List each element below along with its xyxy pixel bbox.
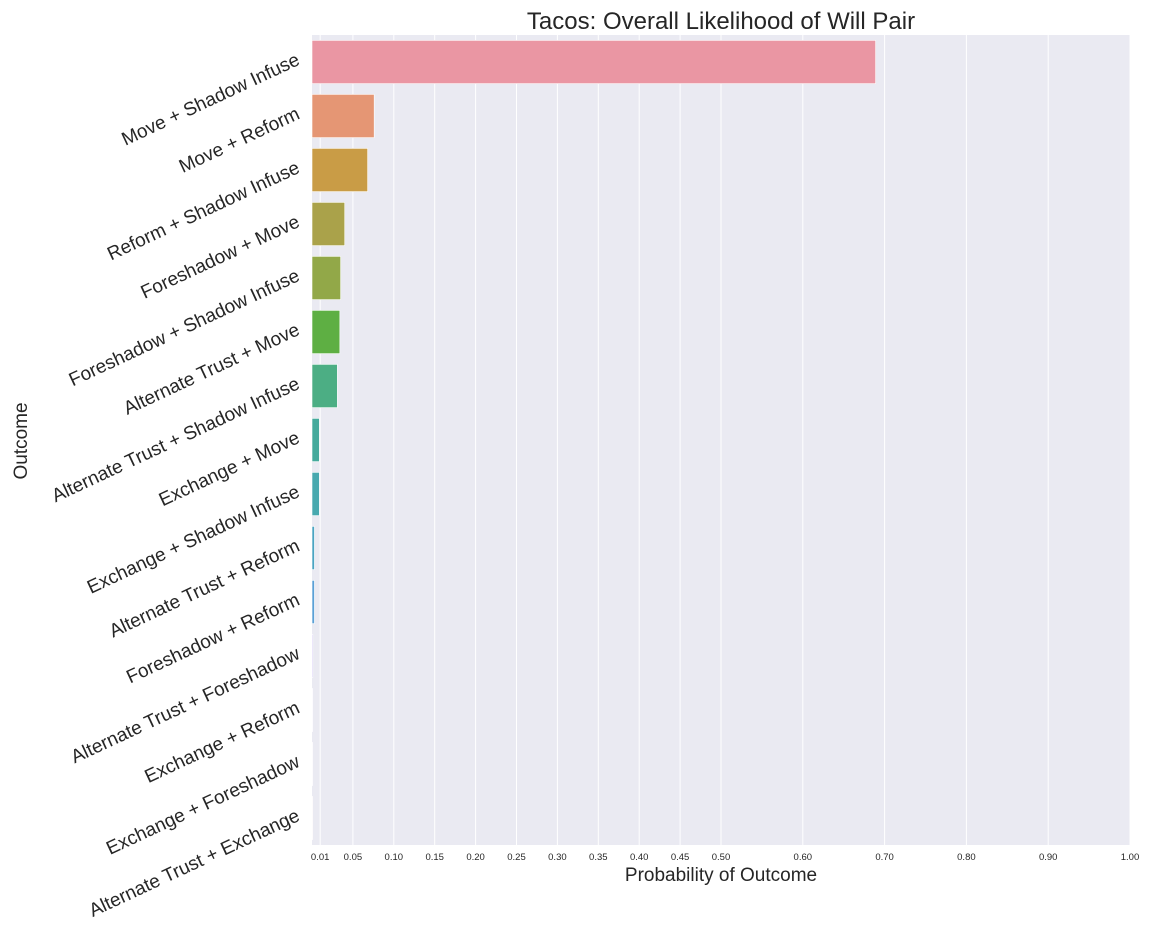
bar: [311, 256, 341, 300]
x-tick-label: 0.50: [712, 852, 731, 863]
category-label: Exchange + Shadow Infuse: [84, 481, 303, 598]
bar: [311, 94, 375, 138]
x-tick-label: 0.45: [671, 852, 690, 863]
x-tick-label: 1.00: [1121, 852, 1140, 863]
x-tick-label: 0.15: [425, 852, 444, 863]
bar: [311, 418, 320, 462]
x-tick-label: 0.35: [589, 852, 608, 863]
category-label: Alternate Trust + Exchange: [86, 805, 303, 921]
x-tick-label: 0.70: [875, 852, 894, 863]
bar: [311, 364, 338, 408]
bar: [311, 688, 313, 732]
x-tick-label: 0.60: [794, 852, 813, 863]
bar: [311, 796, 313, 840]
chart-title: Tacos: Overall Likelihood of Will Pair: [527, 8, 915, 35]
x-tick-label: 0.05: [344, 852, 363, 863]
bars-group: [311, 40, 876, 840]
category-label: Exchange + Foreshadow: [103, 751, 303, 859]
bar: [311, 526, 315, 570]
x-tick-label: 0.20: [466, 852, 485, 863]
x-tick-label: 0.30: [548, 852, 567, 863]
x-axis-label: Probability of Outcome: [625, 865, 817, 886]
bar: [311, 310, 341, 354]
bar: [311, 148, 368, 192]
category-label: Reform + Shadow Infuse: [104, 157, 303, 265]
bar: [311, 202, 346, 246]
y-axis-label: Outcome: [11, 402, 32, 479]
bar: [311, 580, 315, 624]
bar: [311, 634, 314, 678]
bar: [311, 40, 876, 84]
bar: [311, 742, 313, 786]
x-tick-label: 0.40: [630, 852, 649, 863]
x-tick-labels: 0.01 0.05 0.10 0.15 0.20 0.25 0.30 0.35 0.40 0.45…: [311, 852, 1139, 863]
x-tick-label: 0.80: [957, 852, 976, 863]
grid-lines: [319, 35, 1131, 845]
x-tick-label: 0.90: [1039, 852, 1058, 863]
x-tick-label: 0.01: [311, 852, 330, 863]
x-tick-label: 0.25: [507, 852, 526, 863]
bar: [311, 472, 320, 516]
x-tick-label: 0.10: [385, 852, 404, 863]
category-label: Alternate Trust + Reform: [106, 535, 303, 642]
